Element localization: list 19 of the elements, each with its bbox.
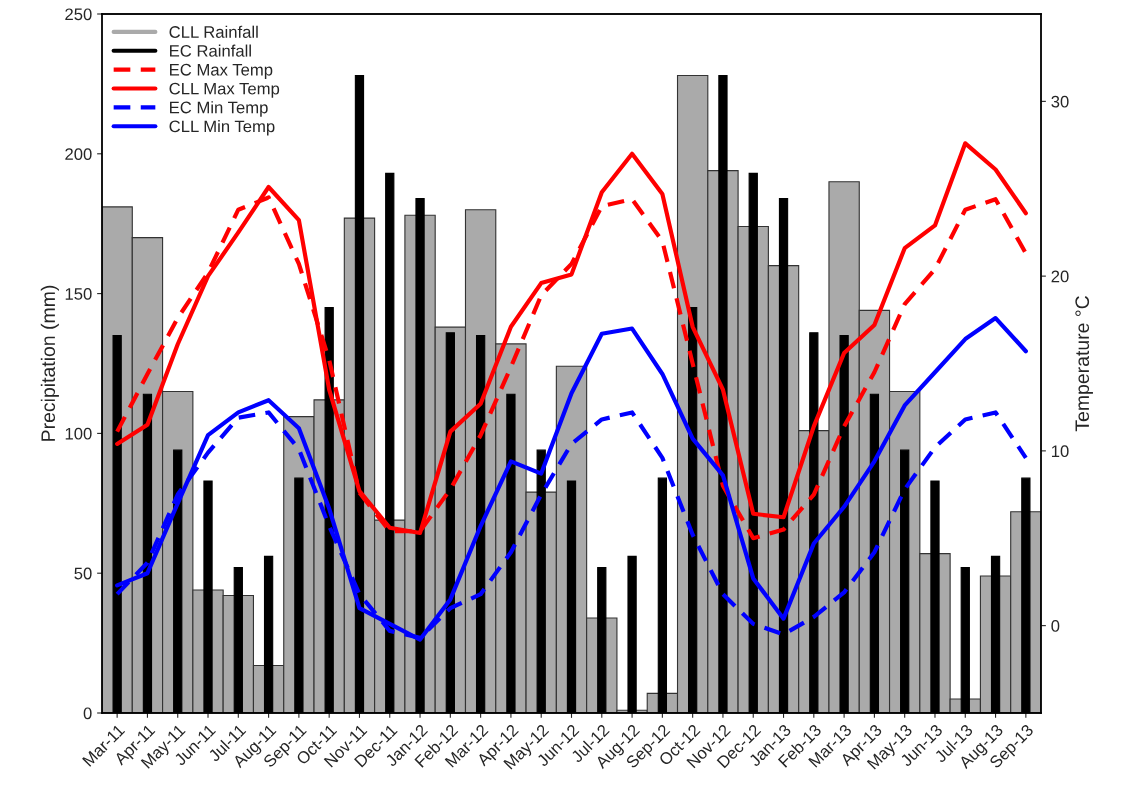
y-tick-label: 250 — [65, 8, 92, 21]
legend-label: EC Min Temp — [170, 101, 268, 117]
y2-tick-label: 30 — [1051, 95, 1069, 108]
y2-tick-label: 0 — [1051, 620, 1060, 632]
y-tick-label: 0 — [83, 707, 92, 720]
line-series — [115, 315, 1028, 642]
y-tick-label: 50 — [74, 567, 92, 580]
y-axis-title: Precipitation (mm) — [40, 285, 59, 441]
legend-label: CLL Min Temp — [169, 120, 275, 136]
y2-tick-label: 10 — [1051, 445, 1069, 458]
legend-label: CLL Max Temp — [169, 82, 280, 98]
legend-label: EC Max Temp — [170, 63, 273, 79]
legend-label: CLL Rainfall — [169, 25, 258, 38]
y-tick-label: 100 — [65, 427, 92, 440]
y2-axis-title: Temperature °C — [1075, 296, 1093, 432]
legend-label: EC Rainfall — [170, 44, 251, 57]
y-tick-label: 150 — [65, 288, 92, 300]
y-tick-label: 200 — [65, 148, 92, 160]
y2-tick-label: 20 — [1051, 270, 1069, 283]
